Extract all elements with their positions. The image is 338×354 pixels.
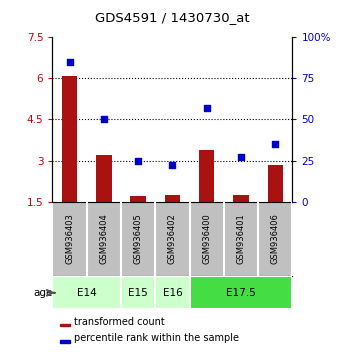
Text: GSM936405: GSM936405	[134, 213, 143, 264]
Bar	[121, 276, 155, 309]
Bar	[130, 196, 146, 202]
Bar	[233, 195, 249, 202]
Text: E17.5: E17.5	[226, 288, 256, 298]
Bar	[190, 276, 292, 309]
Text: GSM936402: GSM936402	[168, 213, 177, 264]
Text: E16: E16	[163, 288, 182, 298]
Text: GSM936401: GSM936401	[237, 213, 245, 264]
Text: transformed count: transformed count	[74, 317, 165, 327]
Text: GSM936400: GSM936400	[202, 213, 211, 264]
Bar	[59, 324, 70, 326]
Text: GSM936404: GSM936404	[99, 213, 108, 264]
Point	[170, 162, 175, 168]
Point	[238, 154, 244, 160]
Text: GSM936403: GSM936403	[65, 213, 74, 264]
Text: GDS4591 / 1430730_at: GDS4591 / 1430730_at	[95, 11, 250, 24]
Point	[67, 59, 72, 65]
Text: E14: E14	[77, 288, 97, 298]
Bar	[52, 276, 121, 309]
Text: percentile rank within the sample: percentile rank within the sample	[74, 333, 239, 343]
Bar	[96, 155, 112, 202]
Point	[204, 105, 209, 111]
Point	[101, 116, 106, 122]
Text: age: age	[33, 288, 52, 298]
Bar	[267, 165, 283, 202]
Bar	[165, 195, 180, 202]
Point	[136, 158, 141, 163]
Bar	[199, 149, 214, 202]
Bar	[59, 340, 70, 343]
Bar	[155, 276, 190, 309]
Point	[272, 141, 278, 147]
Text: E15: E15	[128, 288, 148, 298]
Text: GSM936406: GSM936406	[271, 213, 280, 264]
Bar	[62, 75, 77, 202]
